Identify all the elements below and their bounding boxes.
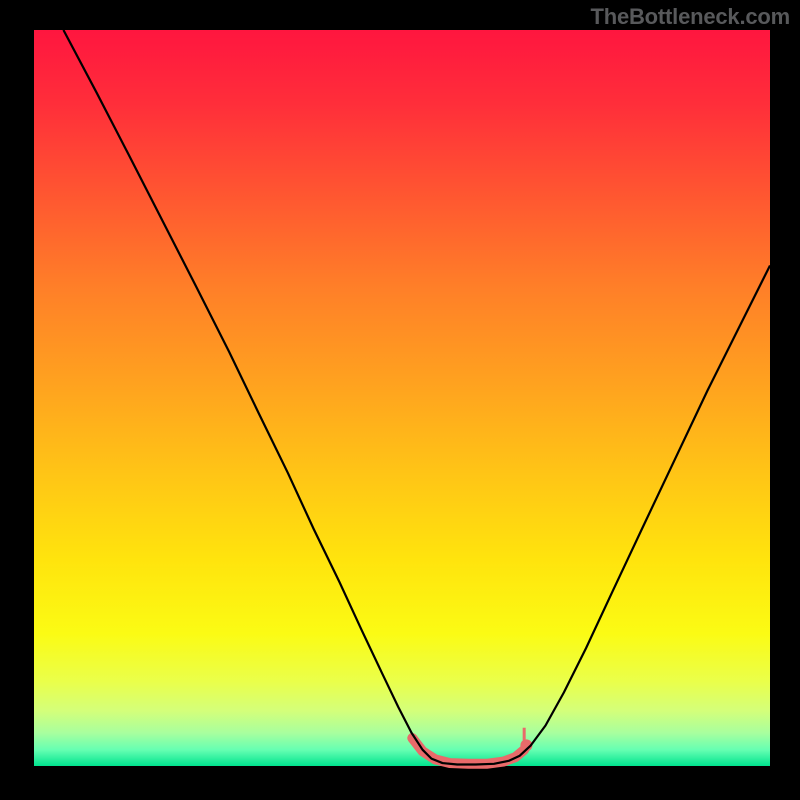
attribution-label: TheBottleneck.com: [590, 4, 790, 30]
bottleneck-curve: [63, 30, 770, 765]
valley-accent-line: [412, 738, 524, 764]
chart-overlay: [0, 0, 800, 800]
